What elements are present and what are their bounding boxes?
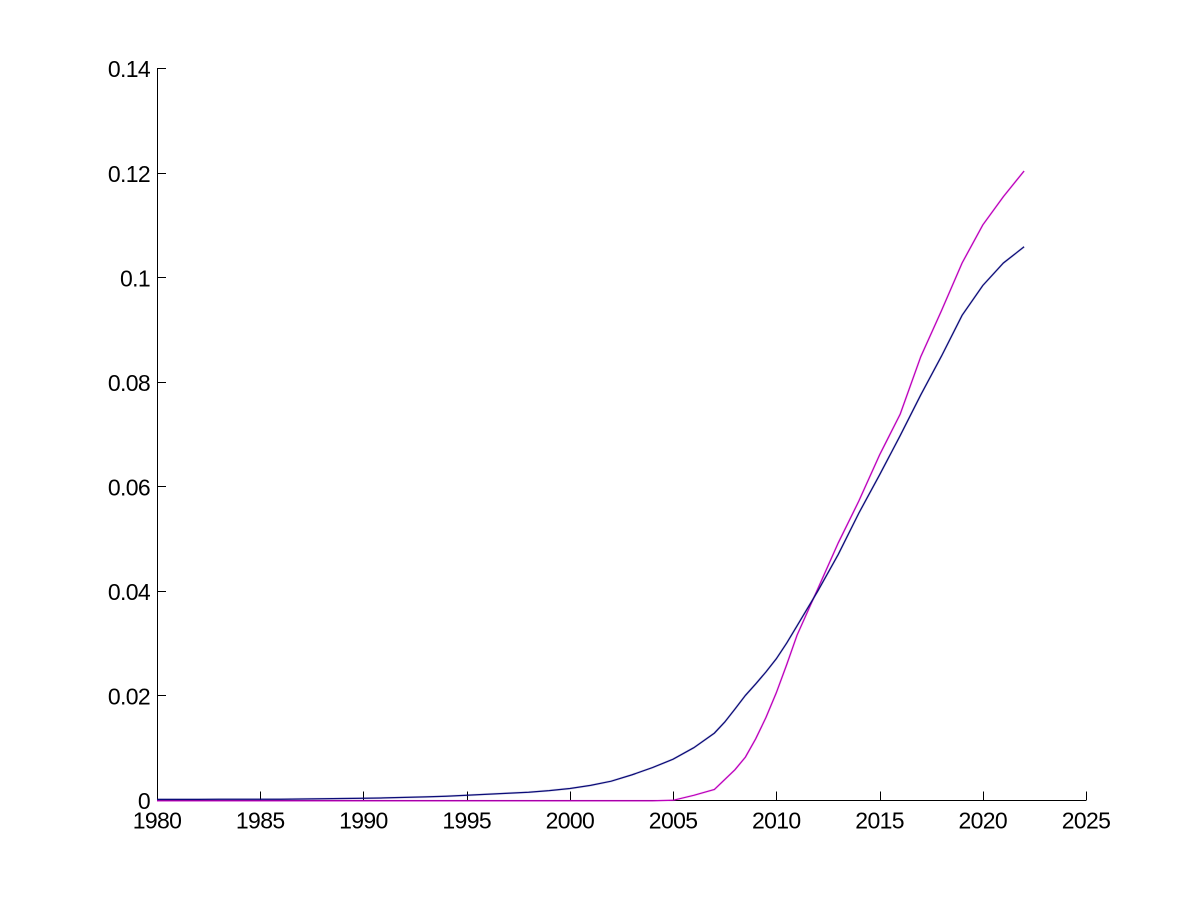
svg-text:1990: 1990 <box>339 807 388 833</box>
svg-text:1995: 1995 <box>442 807 491 833</box>
svg-text:0.12: 0.12 <box>108 161 150 187</box>
svg-text:2000: 2000 <box>546 807 595 833</box>
svg-text:0.08: 0.08 <box>108 370 150 396</box>
svg-text:2025: 2025 <box>1062 807 1111 833</box>
svg-text:0.06: 0.06 <box>108 475 150 501</box>
svg-text:2010: 2010 <box>752 807 801 833</box>
svg-text:0.02: 0.02 <box>108 684 150 710</box>
svg-text:2015: 2015 <box>855 807 904 833</box>
svg-text:0.14: 0.14 <box>108 56 151 82</box>
svg-text:1980: 1980 <box>133 807 182 833</box>
svg-text:0.1: 0.1 <box>120 265 150 291</box>
svg-text:1985: 1985 <box>236 807 285 833</box>
svg-text:2020: 2020 <box>959 807 1008 833</box>
svg-text:0.04: 0.04 <box>108 579 151 605</box>
svg-text:2005: 2005 <box>649 807 698 833</box>
svg-text:0: 0 <box>138 788 150 814</box>
